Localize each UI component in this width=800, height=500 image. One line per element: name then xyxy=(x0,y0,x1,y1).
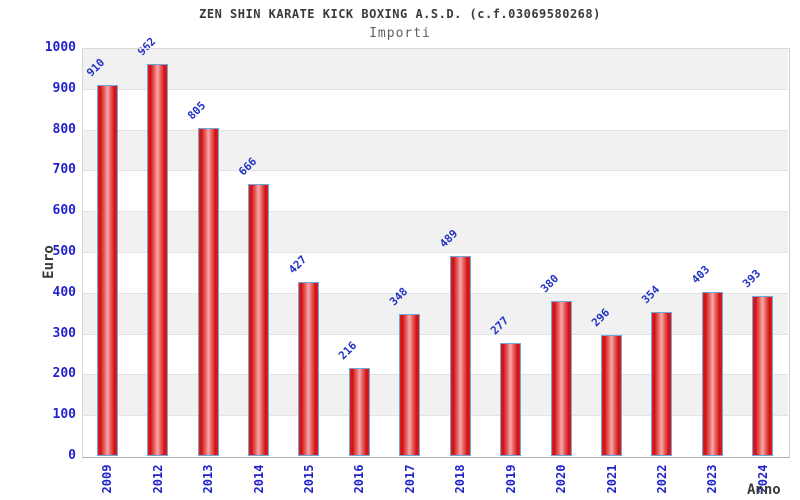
gridline xyxy=(82,252,788,253)
x-tick-label: 2022 xyxy=(654,464,669,494)
x-tick-label: 2014 xyxy=(251,464,266,494)
bar xyxy=(399,314,421,456)
x-tick-label: 2021 xyxy=(604,464,619,494)
gridline xyxy=(82,333,788,335)
x-tick-label: 2016 xyxy=(352,464,367,494)
bar xyxy=(248,184,269,456)
bar xyxy=(147,63,169,456)
y-tick-label: 700 xyxy=(52,162,76,178)
bar xyxy=(601,335,622,456)
x-tick-label: 2018 xyxy=(453,464,468,494)
bar xyxy=(651,311,673,456)
y-tick-label: 0 xyxy=(68,448,76,463)
gridline xyxy=(82,374,788,376)
y-axis-title: Euro xyxy=(41,245,57,279)
bar xyxy=(752,295,774,456)
y-tick-label: 400 xyxy=(52,284,76,300)
gridline xyxy=(82,170,788,172)
y-tick-label: 100 xyxy=(52,407,76,423)
x-tick-label: 2013 xyxy=(201,464,216,494)
x-tick-label: 2020 xyxy=(554,464,569,494)
y-tick-label: 200 xyxy=(52,366,76,382)
x-tick-label: 2017 xyxy=(402,464,417,494)
chart-subtitle: Importi xyxy=(369,26,431,41)
x-tick-label: 2023 xyxy=(705,464,720,494)
y-tick-label: 800 xyxy=(52,121,76,137)
bar xyxy=(449,256,471,456)
x-tick-label: 2012 xyxy=(150,464,165,494)
gridline xyxy=(82,88,788,90)
bar xyxy=(197,127,219,456)
chart-title: ZEN SHIN KARATE KICK BOXING A.S.D. (c.f.… xyxy=(199,7,601,21)
x-axis-title: Anno xyxy=(747,482,781,498)
grid-band xyxy=(82,88,788,130)
y-tick-label: 1000 xyxy=(44,40,76,55)
gridline xyxy=(82,415,788,417)
bar xyxy=(550,300,572,456)
gridline xyxy=(82,211,788,213)
y-tick-label: 500 xyxy=(52,244,76,259)
bar xyxy=(500,342,522,456)
bar xyxy=(96,84,118,456)
gridline xyxy=(82,129,788,131)
y-tick-label: 600 xyxy=(52,203,76,219)
y-tick-label: 900 xyxy=(52,80,76,96)
bar xyxy=(701,291,723,456)
x-tick-label: 2019 xyxy=(503,464,518,494)
y-tick-label: 300 xyxy=(52,325,76,341)
plot-area xyxy=(82,48,790,458)
grid-band xyxy=(82,48,788,89)
x-tick-label: 2015 xyxy=(301,464,316,494)
bar xyxy=(298,281,320,456)
gridline xyxy=(82,292,788,294)
bar xyxy=(348,367,370,456)
x-tick-label: 2009 xyxy=(100,464,115,494)
